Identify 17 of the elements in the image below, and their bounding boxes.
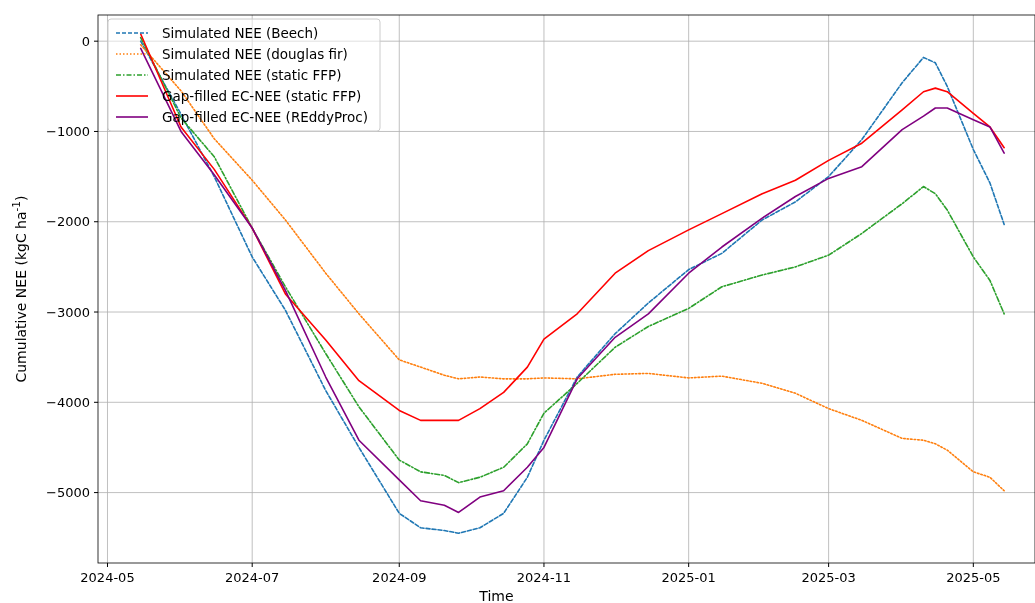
y-tick-label: −1000	[46, 124, 90, 140]
x-tick-label: 2024-05	[80, 570, 135, 585]
y-tick-label: −3000	[46, 304, 90, 320]
y-tick-label: 0	[81, 33, 90, 49]
x-tick-label: 2025-03	[801, 570, 856, 585]
x-tick-label: 2024-09	[372, 570, 427, 585]
x-tick-label: 2025-01	[661, 570, 716, 585]
y-tick-label: −5000	[46, 485, 90, 501]
x-tick-label: 2025-05	[946, 570, 1001, 585]
y-tick-label: −4000	[46, 394, 90, 410]
y-tick-label: −2000	[46, 214, 90, 230]
legend-label: Simulated NEE (Beech)	[162, 24, 319, 41]
x-tick-label: 2024-11	[516, 570, 572, 585]
legend-label: Simulated NEE (douglas fir)	[162, 45, 348, 62]
x-axis-title: Time	[478, 588, 514, 603]
legend-label: Simulated NEE (static FFP)	[162, 66, 342, 83]
x-tick-label: 2024-07	[225, 570, 280, 585]
